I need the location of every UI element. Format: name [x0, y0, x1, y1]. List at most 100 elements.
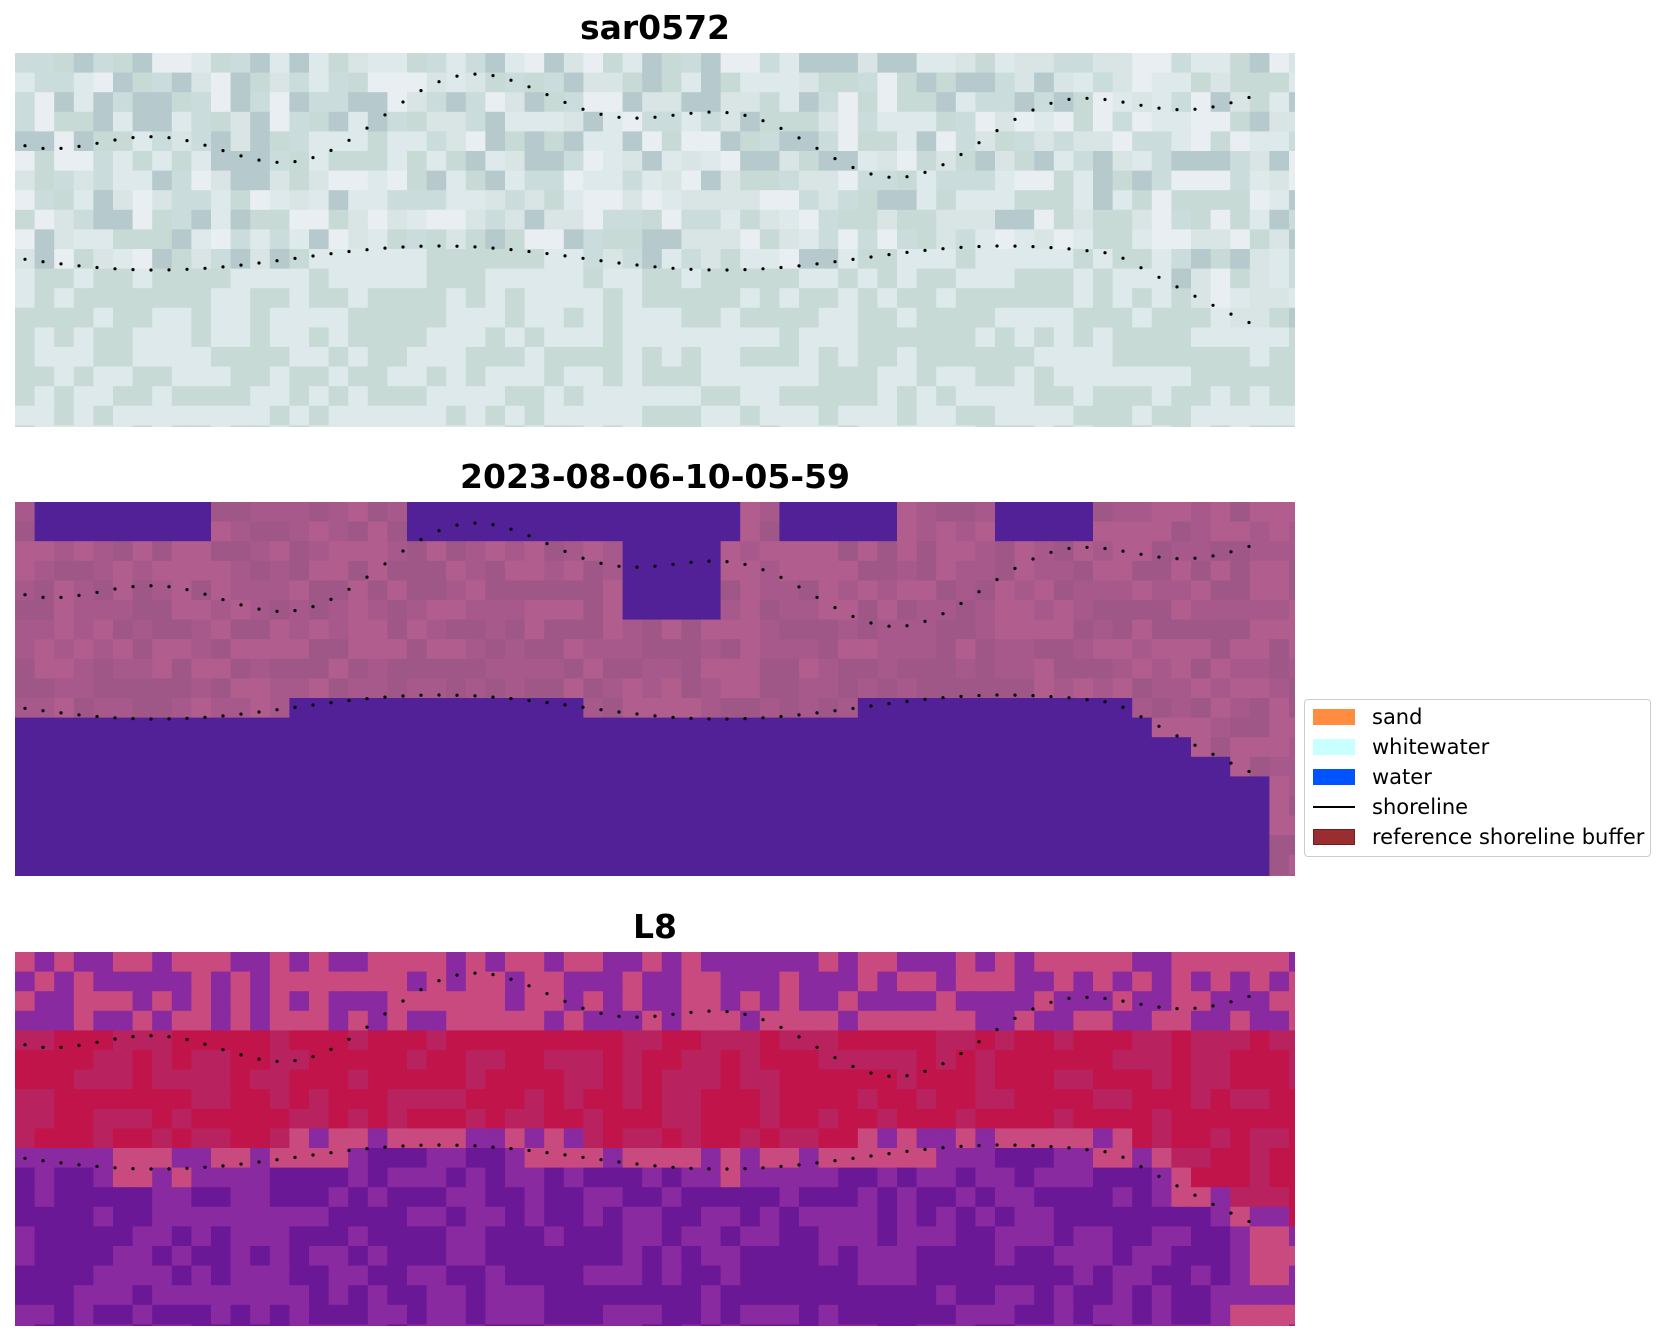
raster-pixel — [524, 560, 545, 581]
raster-pixel — [720, 425, 741, 427]
raster-pixel — [505, 1050, 526, 1071]
raster-pixel — [1249, 619, 1270, 640]
shoreline-point — [1013, 244, 1017, 248]
raster-pixel — [505, 658, 526, 679]
raster-pixel — [152, 72, 173, 93]
raster-pixel — [740, 796, 761, 817]
raster-pixel — [465, 737, 486, 758]
raster-pixel — [171, 72, 192, 93]
raster-pixel — [34, 151, 55, 172]
raster-pixel — [269, 560, 290, 581]
raster-pixel — [759, 190, 780, 211]
raster-pixel — [1289, 971, 1295, 992]
raster-pixel — [113, 209, 134, 230]
raster-pixel — [211, 307, 232, 328]
raster-pixel — [642, 131, 663, 152]
raster-pixel — [93, 521, 114, 542]
raster-pixel — [1269, 678, 1290, 699]
raster-pixel — [505, 698, 526, 719]
raster-pixel — [34, 1108, 55, 1129]
raster-pixel — [269, 815, 290, 836]
raster-pixel — [465, 1285, 486, 1306]
legend-label: shoreline — [1372, 795, 1469, 819]
raster-pixel — [563, 386, 584, 407]
raster-pixel — [563, 835, 584, 856]
raster-pixel — [1053, 776, 1074, 797]
raster-pixel — [250, 521, 271, 542]
raster-pixel — [505, 541, 526, 562]
raster-pixel — [857, 111, 878, 132]
raster-pixel — [1171, 776, 1192, 797]
raster-pixel — [348, 1167, 369, 1188]
raster-pixel — [171, 1089, 192, 1110]
raster-pixel — [1191, 1010, 1212, 1031]
shoreline-point — [977, 1040, 981, 1044]
shoreline-point — [95, 590, 99, 594]
raster-pixel — [642, 268, 663, 289]
raster-pixel — [93, 639, 114, 660]
raster-pixel — [1269, 698, 1290, 719]
raster-pixel — [642, 327, 663, 348]
raster-pixel — [701, 1187, 722, 1208]
raster-pixel — [818, 288, 839, 309]
shoreline-point — [257, 607, 261, 611]
raster-pixel — [818, 151, 839, 172]
raster-pixel — [603, 1324, 624, 1326]
raster-pixel — [975, 1128, 996, 1149]
raster-pixel — [799, 1246, 820, 1267]
raster-pixel — [426, 521, 447, 542]
reference-buffer-swatch — [1313, 829, 1355, 845]
raster-pixel — [93, 580, 114, 601]
raster-pixel — [1034, 1265, 1055, 1286]
raster-pixel — [485, 600, 506, 621]
raster-pixel — [211, 600, 232, 621]
raster-pixel — [348, 502, 369, 523]
raster-pixel — [485, 131, 506, 152]
shoreline-point — [653, 115, 657, 119]
raster-pixel — [367, 639, 388, 660]
raster-pixel — [1073, 971, 1094, 992]
raster-pixel — [387, 1206, 408, 1227]
raster-pixel — [544, 854, 565, 875]
raster-pixel — [1151, 1108, 1172, 1129]
raster-pixel — [818, 111, 839, 132]
shoreline-point — [113, 716, 117, 720]
raster-pixel — [799, 229, 820, 250]
raster-pixel — [54, 737, 75, 758]
raster-pixel — [1289, 521, 1295, 542]
raster-pixel — [622, 854, 643, 875]
raster-pixel — [1269, 229, 1290, 250]
raster-pixel — [818, 854, 839, 875]
legend-label: whitewater — [1372, 735, 1490, 759]
raster-pixel — [681, 425, 702, 427]
raster-pixel — [936, 521, 957, 542]
raster-pixel — [446, 874, 467, 876]
raster-pixel — [1151, 502, 1172, 523]
raster-pixel — [916, 600, 937, 621]
raster-pixel — [936, 1128, 957, 1149]
raster-pixel — [642, 1167, 663, 1188]
raster-pixel — [1053, 209, 1074, 230]
raster-pixel — [387, 717, 408, 738]
raster-pixel — [603, 815, 624, 836]
raster-pixel — [838, 854, 859, 875]
raster-pixel — [191, 835, 212, 856]
raster-pixel — [54, 600, 75, 621]
raster-pixel — [54, 151, 75, 172]
shoreline-point — [167, 268, 171, 272]
raster-pixel — [1073, 268, 1094, 289]
shoreline-point — [635, 263, 639, 267]
raster-pixel — [1230, 1285, 1251, 1306]
raster-pixel — [818, 502, 839, 523]
raster-pixel — [838, 874, 859, 876]
raster-pixel — [1289, 405, 1295, 426]
raster-pixel — [857, 1324, 878, 1326]
raster-pixel — [446, 151, 467, 172]
shoreline-point — [1157, 1174, 1161, 1178]
raster-pixel — [622, 229, 643, 250]
raster-pixel — [740, 600, 761, 621]
raster-pixel — [1112, 1206, 1133, 1227]
raster-pixel — [916, 229, 937, 250]
raster-pixel — [1191, 854, 1212, 875]
raster-pixel — [544, 1167, 565, 1188]
